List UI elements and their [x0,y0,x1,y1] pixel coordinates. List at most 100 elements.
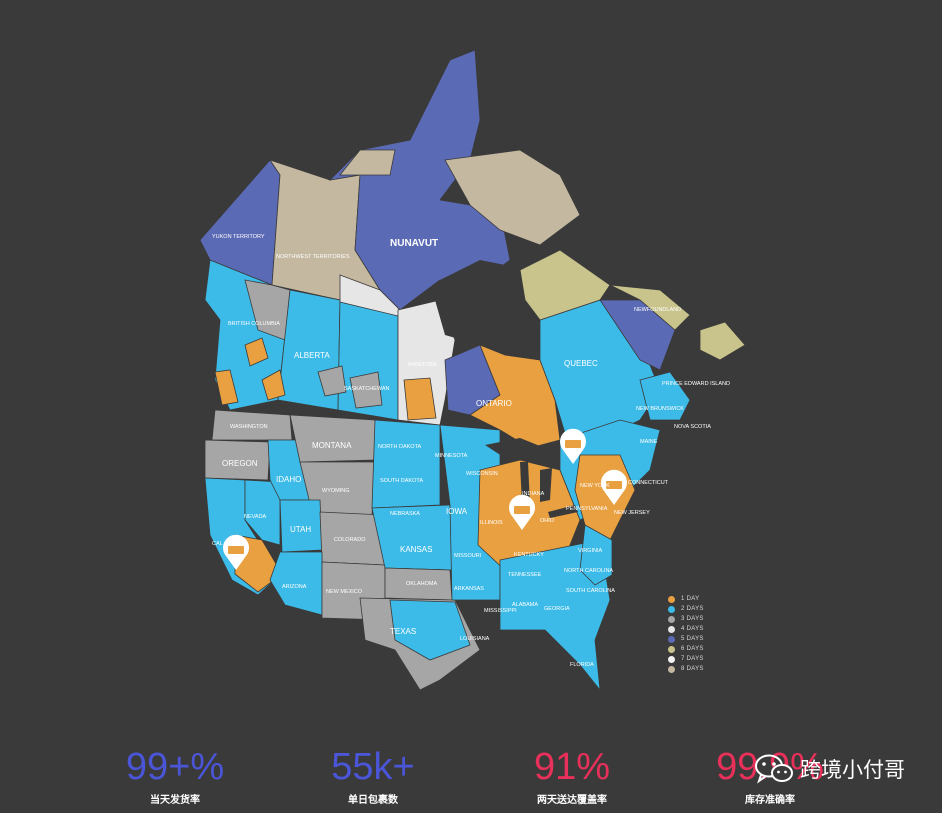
region-arctic-islands [444,149,581,246]
label-new-jersey: NEW JERSEY [614,510,650,516]
label-wisconsin: WISCONSIN [466,471,498,477]
label-montana: MONTANA [312,441,352,450]
label-mississippi: MISSISSIPPI [484,608,517,614]
truck-icon [514,506,530,514]
region-labrador-tan [609,284,691,331]
stat-label: 当天发货率 [150,795,200,806]
legend-item: 4 DAYS [668,624,748,634]
label-new-mexico: NEW MEXICO [326,589,363,595]
label-washington: WASHINGTON [230,424,268,430]
label-nunavut: NUNAVUT [390,238,438,249]
label-newfoundland: NEWFOUNDLAND [634,307,681,313]
label-arkansas: ARKANSAS [454,586,484,592]
label-pei: PRINCE EDWARD ISLAND [662,381,730,387]
label-manitoba: MANITOBA [408,362,437,368]
region-maritimes [639,371,691,421]
label-georgia: GEORGIA [544,606,570,612]
stat-inventory-accuracy: 99.9% 库存准确率 [670,745,870,806]
wechat-icon [755,754,793,784]
region-manitoba-orange [403,377,437,421]
label-yukon: YUKON TERRITORY [212,234,265,240]
truck-icon [606,481,622,489]
legend-label: 1 DAY [681,596,700,602]
legend-swatch [668,625,675,633]
region-bc-orange [244,337,269,367]
label-florida: FLORIDA [570,662,594,668]
label-ohio: OHIO [540,518,555,524]
stat-value: 55k+ [331,746,415,788]
label-kentucky: KENTUCKY [514,552,544,558]
region-sask-gray [317,365,347,397]
label-quebec: QUEBEC [564,359,598,368]
legend-label: 7 DAYS [681,656,704,662]
label-oregon: OREGON [222,459,258,468]
label-maine: MAINE [640,439,658,445]
region-dakotas [371,419,441,509]
marker-new-york[interactable] [601,469,627,505]
watermark-text: 跨境小付哥 [800,758,905,782]
stat-label: 单日包裹数 [348,795,398,806]
marker-ontario[interactable] [560,428,586,464]
label-bc: BRITISH COLUMBIA [228,321,280,327]
legend-swatch [668,595,675,603]
region-oregon [204,439,271,481]
legend-swatch [668,615,675,623]
marker-illinois[interactable] [509,494,535,530]
stat-label: 两天送达覆盖率 [537,795,607,806]
legend-item: 7 DAYS [668,654,748,664]
label-minnesota: MINNESOTA [435,453,468,459]
stat-same-day-shipping: 99+% 当天发货率 [75,745,275,806]
legend-item: 2 DAYS [668,604,748,614]
map-legend: 1 DAY 2 DAYS 3 DAYS 4 DAYS 5 DAYS 6 DAYS 7 DAY… [668,594,748,674]
legend-swatch [668,645,675,653]
label-north-dakota: NORTH DAKOTA [378,444,422,450]
legend-label: 6 DAYS [681,646,704,652]
label-alberta: ALBERTA [294,351,330,360]
legend-swatch [668,655,675,663]
label-louisiana: LOUISIANA [460,636,490,642]
label-colorado: COLORADO [334,537,366,543]
stat-value: 91% [533,746,611,788]
legend-label: 3 DAYS [681,616,704,622]
label-nevada: NEVADA [244,514,267,520]
label-wyoming: WYOMING [322,488,350,494]
region-alberta-orange [261,369,286,401]
legend-item: 5 DAYS [668,634,748,644]
legend-label: 4 DAYS [681,626,704,632]
legend-item: 8 DAYS [668,664,748,674]
region-east-coast [579,524,613,586]
truck-icon [228,546,244,554]
label-south-dakota: SOUTH DAKOTA [380,478,423,484]
label-sask: SASKATCHEWAN [344,386,390,392]
label-nebraska: NEBRASKA [390,511,420,517]
label-idaho: IDAHO [276,475,301,484]
great-lakes [485,438,578,518]
legend-swatch [668,605,675,613]
hudson-bay [435,260,525,345]
label-pennsylvania: PENNSYLVANIA [566,506,608,512]
label-north-carolina: NORTH CAROLINA [564,568,613,574]
label-alabama: ALABAMA [512,602,538,608]
label-new-brunswick: NEW BRUNSWICK [636,406,684,412]
label-missouri: MISSOURI [454,553,482,559]
delivery-time-map: YUKON TERRITORY NORTHWEST TERRITORIES NU… [199,49,746,692]
label-nova-scotia: NOVA SCOTIA [674,424,711,430]
stat-daily-parcels: 55k+ 单日包裹数 [273,745,473,806]
stats-row: 99+% 当天发货率 55k+ 单日包裹数 91% 两天送达覆盖率 99.9% … [0,745,942,813]
region-bc-south-orange [214,369,239,406]
label-iowa: IOWA [446,507,468,516]
region-arctic-tan-west [339,149,396,176]
legend-swatch [668,635,675,643]
label-connecticut: CONNECTICUT [628,480,669,486]
legend-label: 5 DAYS [681,636,704,642]
label-arizona: ARIZONA [282,584,307,590]
label-texas: TEXAS [390,627,416,636]
region-ontario [469,344,561,449]
label-nwt: NORTHWEST TERRITORIES [276,254,350,260]
legend-swatch [668,665,675,673]
legend-item: 6 DAYS [668,644,748,654]
stat-value: 99.9% [716,746,824,788]
marker-california[interactable] [223,534,249,570]
region-arizona [269,551,323,616]
label-virginia: VIRGINIA [578,548,602,554]
